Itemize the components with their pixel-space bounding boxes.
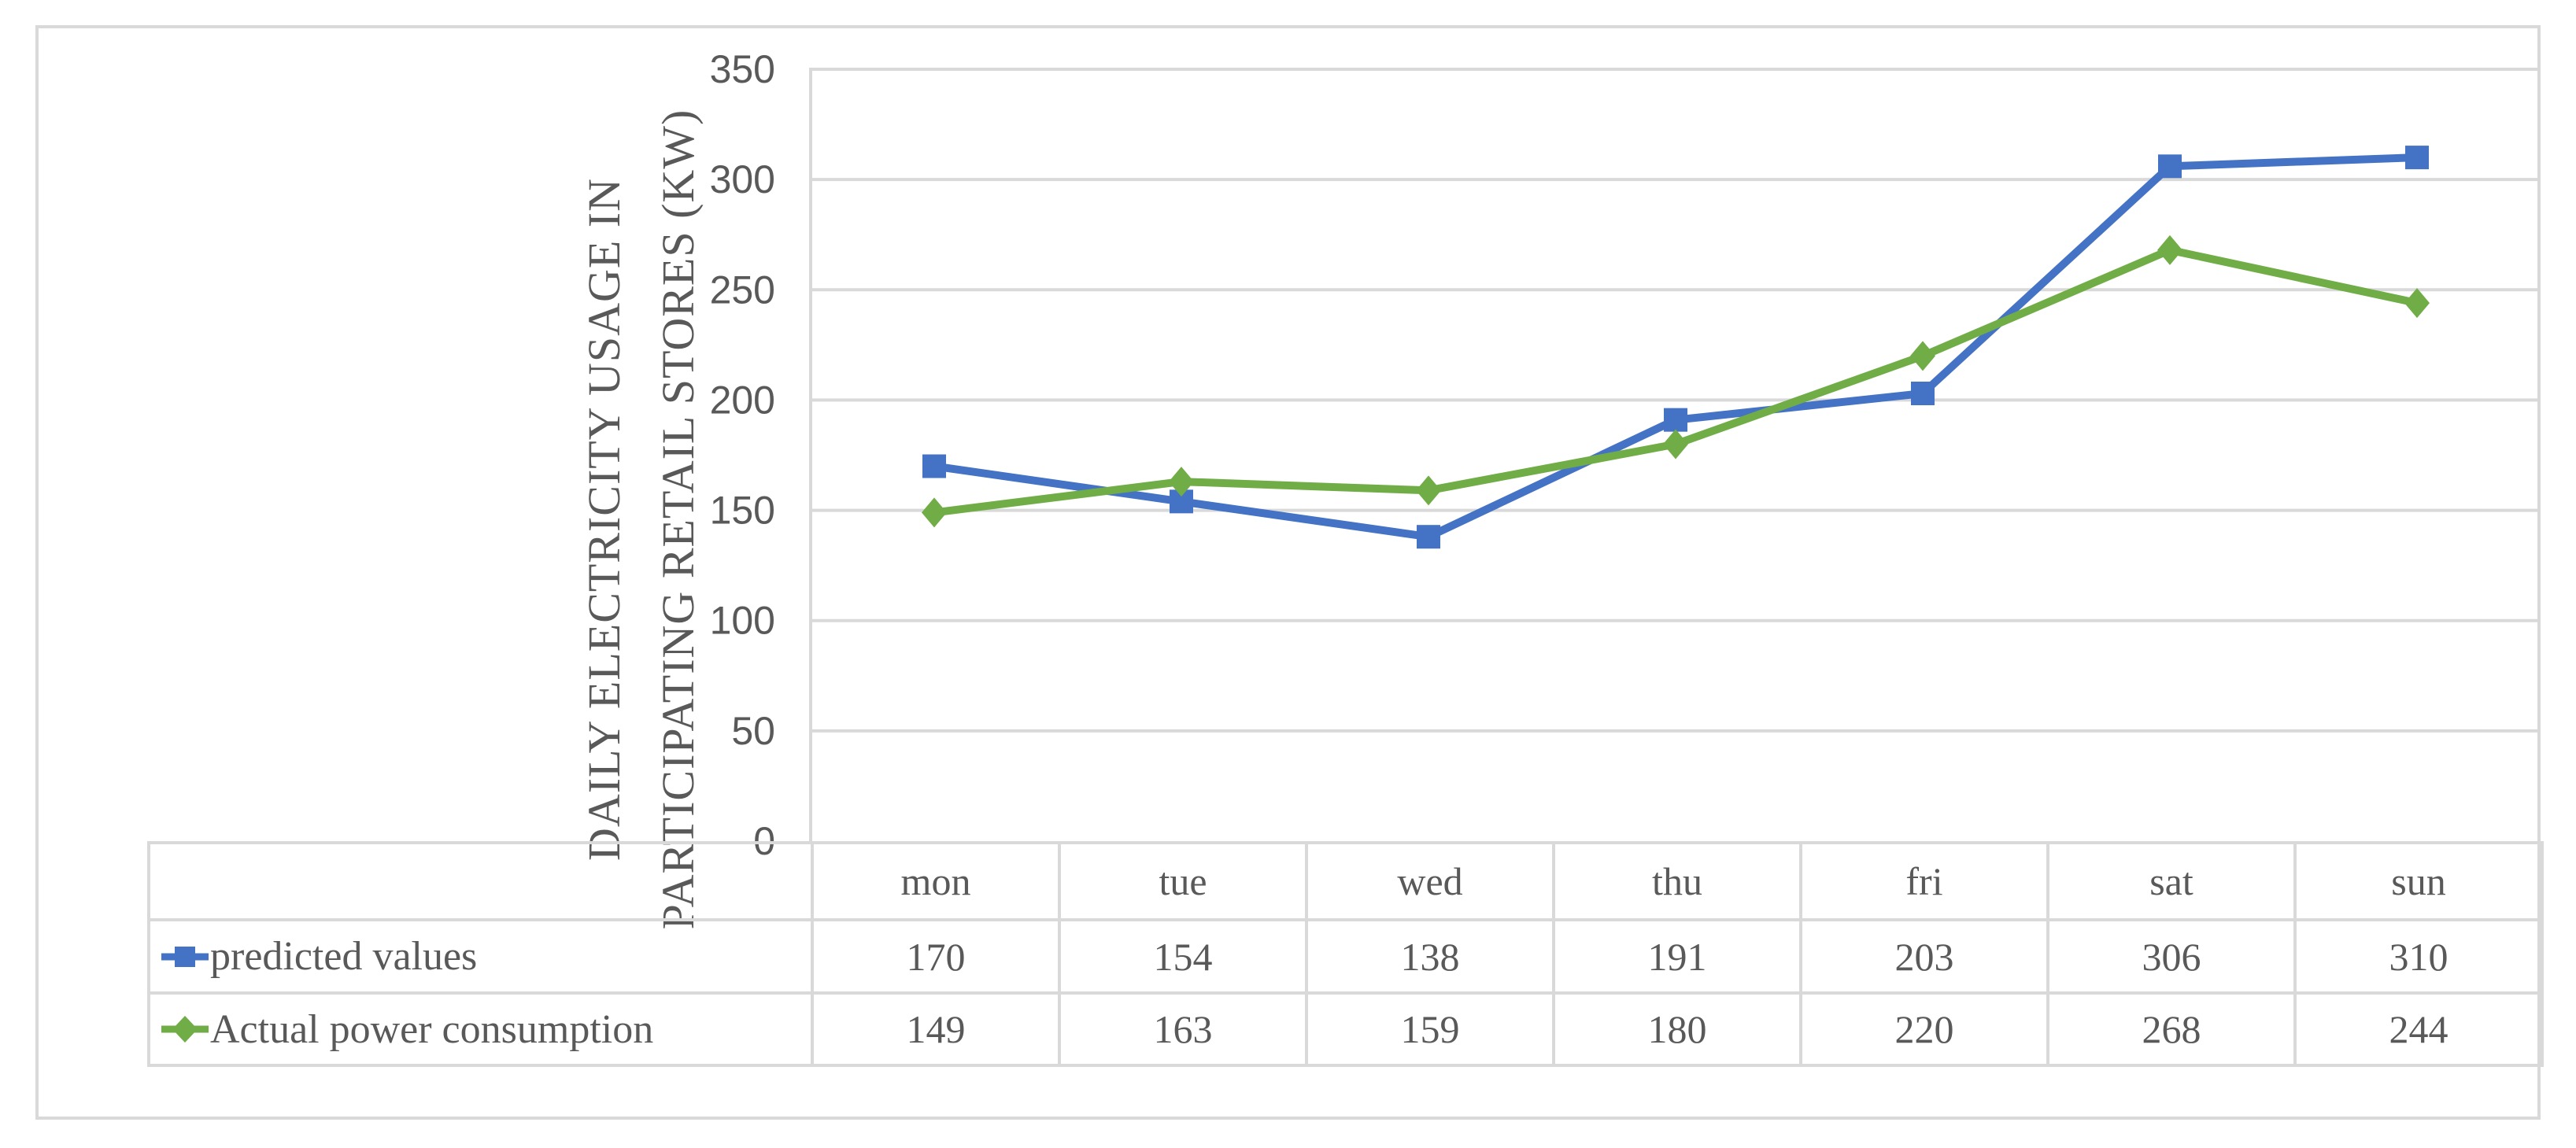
value-actual-thu: 180 (1552, 991, 1802, 1067)
value-actual-wed: 159 (1305, 991, 1555, 1067)
marker-predicted-thu (1664, 408, 1687, 432)
series-line-predicted (930, 153, 2421, 541)
chart-data-table: mon tue wed thu fri sat sun predicted va… (147, 841, 2544, 1067)
marker-predicted-sat (2158, 154, 2182, 179)
value-actual-mon: 149 (811, 991, 1061, 1067)
table-row-predicted: predicted values 170 154 138 191 203 306… (147, 918, 2544, 995)
marker-actual-wed (1416, 475, 1441, 506)
category-header-thu: thu (1552, 841, 1802, 921)
legend-cell-actual: Actual power consumption (147, 991, 814, 1067)
category-header-mon: mon (811, 841, 1061, 921)
y-tick-50: 50 (731, 709, 775, 753)
value-predicted-thu: 191 (1552, 918, 1802, 995)
marker-predicted-sun (2405, 146, 2429, 170)
legend-key-predicted-icon (161, 946, 209, 967)
legend-label-predicted: predicted values (210, 934, 478, 979)
category-header-tue: tue (1058, 841, 1308, 921)
value-predicted-wed: 138 (1305, 918, 1555, 995)
marker-actual-sat (2157, 234, 2182, 265)
y-tick-200: 200 (710, 378, 775, 422)
table-corner-cell (147, 841, 814, 921)
value-actual-sun: 244 (2293, 991, 2544, 1067)
category-header-sat: sat (2046, 841, 2297, 921)
y-tick-100: 100 (710, 599, 775, 643)
value-actual-fri: 220 (1799, 991, 2049, 1067)
value-predicted-fri: 203 (1799, 918, 2049, 995)
figure-outer-border (35, 25, 2541, 1120)
marker-actual-mon (922, 497, 947, 528)
value-predicted-tue: 154 (1058, 918, 1308, 995)
y-tick-150: 150 (710, 489, 775, 533)
y-tick-300: 300 (710, 157, 775, 201)
marker-actual-tue (1169, 467, 1194, 497)
value-actual-sat: 268 (2046, 991, 2297, 1067)
category-header-wed: wed (1305, 841, 1555, 921)
marker-actual-thu (1663, 429, 1688, 460)
legend-label-actual: Actual power consumption (210, 1006, 654, 1052)
category-header-fri: fri (1799, 841, 2049, 921)
y-tick-250: 250 (710, 268, 775, 312)
marker-actual-fri (1910, 341, 1935, 371)
table-header-row: mon tue wed thu fri sat sun (147, 841, 2544, 921)
value-actual-tue: 163 (1058, 991, 1308, 1067)
value-predicted-sat: 306 (2046, 918, 2297, 995)
legend-key-actual-icon (161, 1016, 209, 1043)
table-row-actual: Actual power consumption 149 163 159 180… (147, 991, 2544, 1067)
y-tick-350: 350 (710, 47, 775, 91)
marker-predicted-wed (1417, 525, 1440, 549)
marker-predicted-mon (922, 454, 946, 478)
value-predicted-sun: 310 (2293, 918, 2544, 995)
marker-predicted-fri (1911, 382, 1935, 406)
category-header-sun: sun (2293, 841, 2544, 921)
value-predicted-mon: 170 (811, 918, 1061, 995)
legend-cell-predicted: predicted values (147, 918, 814, 995)
marker-actual-sun (2404, 288, 2430, 319)
